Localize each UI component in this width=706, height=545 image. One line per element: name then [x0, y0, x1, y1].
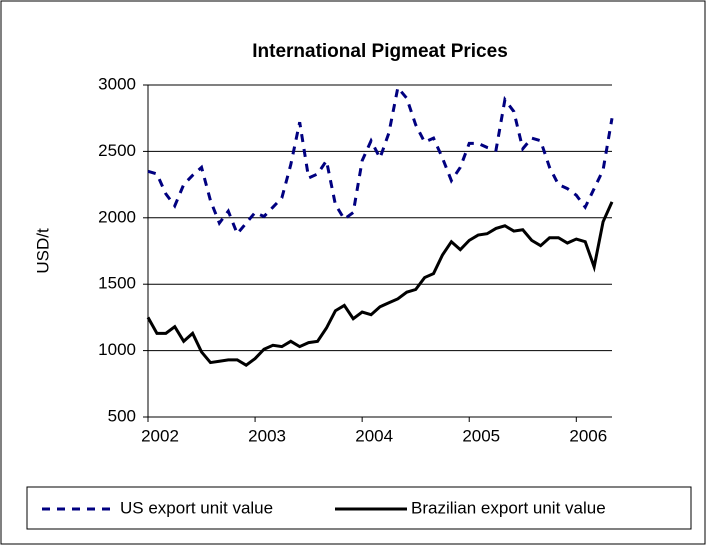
- y-axis-label: USD/t: [33, 228, 52, 274]
- y-tick-label: 1000: [98, 340, 136, 359]
- series-line: [146, 201, 614, 368]
- y-tick-label: 3000: [98, 74, 136, 93]
- legend-label: US export unit value: [120, 498, 273, 517]
- x-tick-label: 2002: [141, 426, 179, 445]
- chart-title: International Pigmeat Prices: [252, 41, 508, 62]
- y-tick-label: 2500: [98, 141, 136, 160]
- x-tick-label: 2006: [569, 426, 607, 445]
- x-tick-label: 2004: [355, 426, 393, 445]
- series-line: [147, 84, 614, 237]
- x-tick-label: 2003: [248, 426, 286, 445]
- y-tick-label: 500: [108, 406, 136, 425]
- legend-label: Brazilian export unit value: [411, 498, 606, 517]
- y-tick-label: 2000: [98, 207, 136, 226]
- x-tick-label: 2005: [462, 426, 500, 445]
- y-tick-label: 1500: [98, 274, 136, 293]
